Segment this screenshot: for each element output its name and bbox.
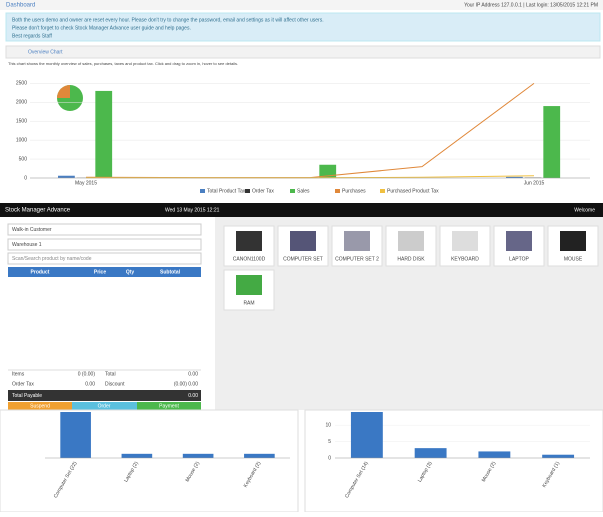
panel-subtitle: This chart shows the monthly overview of… [8, 61, 238, 66]
label: Total Payable [12, 393, 42, 399]
column-header: Qty [126, 269, 135, 275]
legend-swatch [200, 189, 205, 193]
label: Order Tax [12, 381, 34, 387]
legend-label: Sales [297, 188, 310, 194]
value: (0.00) 0.00 [174, 381, 198, 387]
y-tick-label: 1000 [16, 137, 27, 143]
bar [60, 412, 91, 458]
page-title: Dashboard [6, 3, 35, 9]
product-image [236, 231, 262, 251]
panel-header [6, 46, 600, 58]
label: Discount [105, 381, 125, 387]
legend-swatch [335, 189, 340, 193]
line [86, 176, 534, 178]
bar [122, 454, 153, 458]
product-name[interactable]: MOUSE [564, 256, 583, 262]
product-name[interactable]: HARD DISK [397, 256, 425, 262]
brand: Stock Manager Advance [5, 208, 71, 214]
warehouse: Warehouse 1 [12, 242, 42, 248]
legend-label: Purchases [342, 188, 366, 194]
legend-label: Purchased Product Tax [387, 188, 439, 194]
label: Items [12, 371, 25, 377]
alert-line: Both the users demo and owner are reset … [12, 17, 324, 23]
product-name[interactable]: COMPUTER SET 2 [335, 256, 379, 262]
user: Welcome [574, 207, 595, 213]
bar [478, 451, 510, 458]
value: 0 (0.00) [78, 371, 96, 377]
button-label[interactable]: Payment [159, 403, 179, 409]
y-tick-label: 1500 [16, 119, 27, 125]
column-header: Product [31, 269, 50, 275]
bar [351, 412, 383, 458]
button-label[interactable]: Suspend [30, 403, 50, 409]
button-label[interactable]: Order [98, 403, 111, 409]
bar [542, 455, 574, 458]
legend-label: Total Product Tax [207, 188, 246, 194]
column-header: Subtotal [160, 269, 181, 275]
y-tick-label: 2000 [16, 100, 27, 106]
product-image [506, 231, 532, 251]
customer: Walk-in Customer [12, 227, 52, 233]
x-tick-label: May 2015 [75, 180, 97, 186]
value: 0.00 [188, 371, 198, 377]
bar [543, 106, 560, 178]
product-image [452, 231, 478, 251]
alert-line: Please don't forget to check Stock Manag… [12, 25, 191, 31]
clock: Wed 13 May 2015 12:21 [165, 207, 220, 213]
y-tick-label: 0 [24, 175, 27, 181]
x-tick-label: Jun 2015 [524, 180, 545, 186]
column-header: Price [94, 269, 106, 275]
bar [415, 448, 447, 458]
bar [244, 454, 275, 458]
product-image [398, 231, 424, 251]
y-tick-label: 10 [325, 422, 331, 428]
bar [95, 91, 112, 178]
product-name[interactable]: RAM [243, 300, 254, 306]
product-image [290, 231, 316, 251]
pos-bar [0, 203, 603, 217]
bar [183, 454, 214, 458]
value: 0.00 [188, 393, 198, 399]
y-tick-label: 2500 [16, 81, 27, 87]
y-tick-label: 5 [328, 439, 331, 445]
product-name[interactable]: LAPTOP [509, 256, 529, 262]
panel [0, 410, 298, 512]
legend-label: Order Tax [252, 188, 274, 194]
alert-line: Best regards Staff [12, 33, 53, 39]
login-info: Your IP Address 127.0.0.1 | Last login: … [464, 2, 598, 8]
product-name[interactable]: CANON1100D [233, 256, 266, 262]
legend-swatch [245, 189, 250, 193]
product-name[interactable]: COMPUTER SET [283, 256, 323, 262]
product-name[interactable]: KEYBOARD [451, 256, 479, 262]
product-image [236, 275, 262, 295]
product-image [560, 231, 586, 251]
decoration [57, 85, 70, 98]
search: Scan/Search product by name/code [12, 256, 92, 262]
panel-title: Overview Chart [28, 49, 63, 55]
label: Total [105, 371, 116, 377]
y-tick-label: 0 [328, 455, 331, 461]
legend-swatch [290, 189, 295, 193]
bar [58, 176, 75, 178]
value: 0.00 [85, 381, 95, 387]
line [86, 83, 534, 177]
legend-swatch [380, 189, 385, 193]
product-image [344, 231, 370, 251]
y-tick-label: 500 [19, 156, 28, 162]
